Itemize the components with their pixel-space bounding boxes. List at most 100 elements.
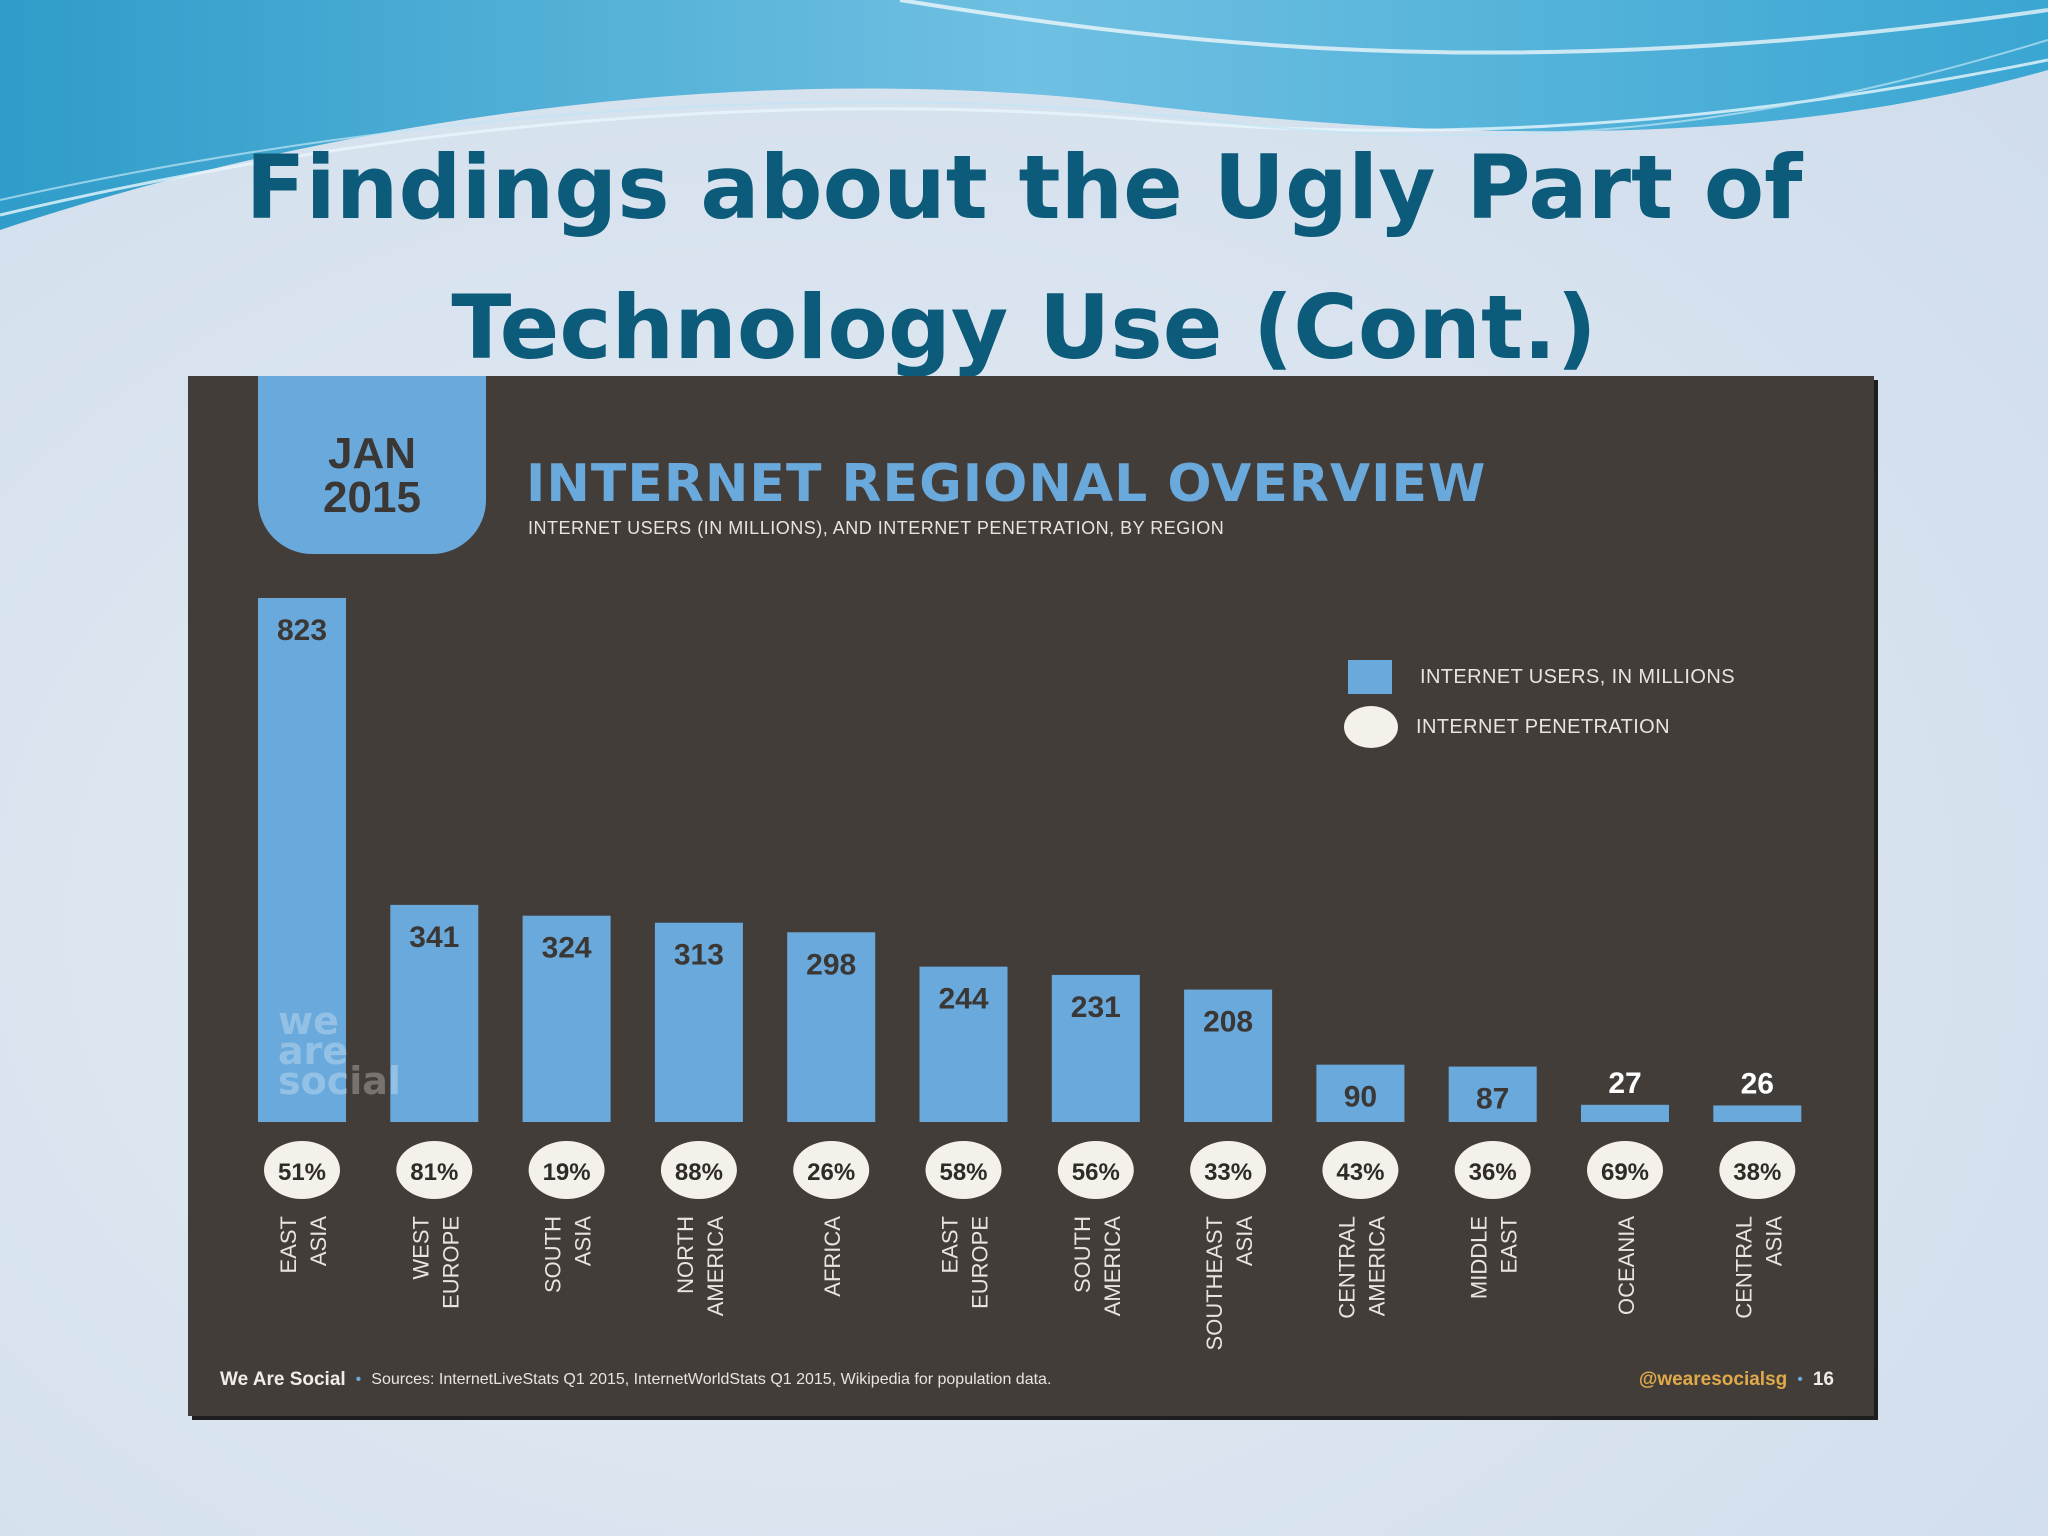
- category-label-line: ASIA: [571, 1216, 596, 1266]
- penetration-dot: [264, 1141, 340, 1199]
- penetration-label: 69%: [1601, 1159, 1649, 1186]
- penetration-dot: [660, 1141, 737, 1199]
- bar-value-label: 324: [542, 932, 592, 965]
- penetration-label: 19%: [543, 1159, 591, 1186]
- legend-bar-swatch: [1348, 660, 1392, 694]
- bar: [1713, 1105, 1802, 1122]
- footer-separator: •: [1797, 1371, 1803, 1388]
- bar: [1316, 1064, 1405, 1122]
- category-label: CENTRAL AMERICA: [1334, 1216, 1389, 1319]
- chart-title: INTERNET REGIONAL OVERVIEW: [526, 454, 1487, 514]
- bar-value-label: 298: [806, 948, 856, 981]
- footer-right: @wearesocialsg • 16: [1639, 1369, 1834, 1391]
- category-label: EAST ASIA: [276, 1216, 331, 1274]
- category-label: MIDDLE EAST: [1467, 1216, 1522, 1299]
- watermark-word: social: [278, 1059, 401, 1103]
- category-label-line: SOUTHEAST: [1202, 1216, 1227, 1350]
- penetration-label: 43%: [1336, 1159, 1384, 1186]
- penetration-dot: [1322, 1141, 1399, 1199]
- legend-item-penetration: INTERNET PENETRATION: [1344, 702, 1735, 752]
- category-label: CENTRAL ASIA: [1731, 1216, 1786, 1319]
- category-label-line: EUROPE: [438, 1216, 463, 1309]
- penetration-label: 88%: [675, 1159, 723, 1186]
- penetration-dot: [1587, 1141, 1663, 1199]
- legend-dot-swatch: [1344, 706, 1398, 748]
- category-label-line: WEST: [408, 1216, 433, 1280]
- category-label-line: MIDDLE: [1467, 1216, 1492, 1299]
- bar: [787, 932, 876, 1122]
- footer-page-number: 16: [1812, 1369, 1834, 1390]
- penetration-dot: [396, 1141, 473, 1199]
- bar-value-label: 313: [674, 939, 724, 972]
- penetration-dot: [1190, 1141, 1267, 1199]
- bar: [1051, 974, 1140, 1122]
- bar-value-label: 27: [1608, 1067, 1641, 1100]
- penetration-label: 26%: [807, 1159, 855, 1186]
- footer-handle: @wearesocialsg: [1638, 1369, 1788, 1390]
- category-label-line: AMERICA: [703, 1216, 728, 1317]
- header-wave-decoration: [0, 0, 2048, 230]
- category-label: SOUTH AMERICA: [1070, 1216, 1125, 1317]
- slide-title-line-1: Findings about the Ugly Part of: [245, 136, 1803, 239]
- bar-value-label: 208: [1203, 1006, 1253, 1039]
- penetration-label: 38%: [1733, 1159, 1781, 1186]
- category-label-line: EUROPE: [968, 1216, 993, 1309]
- footer-separator: •: [355, 1371, 362, 1388]
- category-label: WEST EUROPE: [408, 1216, 463, 1309]
- category-label-line: NORTH: [673, 1216, 698, 1294]
- bar-value-label: 87: [1476, 1083, 1509, 1116]
- penetration-dot: [528, 1141, 605, 1199]
- infographic-panel: JAN 2015 INTERNET REGIONAL OVERVIEW INTE…: [188, 376, 1874, 1416]
- penetration-dot: [1454, 1141, 1531, 1199]
- we-are-social-watermark: we are social: [278, 999, 401, 1103]
- category-label-line: EAST: [276, 1216, 301, 1273]
- category-label-line: ASIA: [1761, 1216, 1786, 1266]
- category-label-line: SOUTH: [1070, 1216, 1095, 1293]
- penetration-dot: [1719, 1141, 1796, 1199]
- category-label-line: OCEANIA: [1614, 1216, 1639, 1315]
- penetration-label: 33%: [1204, 1159, 1252, 1186]
- bar-value-label: 90: [1344, 1081, 1377, 1114]
- category-label-line: CENTRAL: [1731, 1216, 1756, 1319]
- legend-label-penetration: INTERNET PENETRATION: [1416, 715, 1670, 738]
- slide-title-line-2: Technology Use (Cont.): [451, 276, 1597, 379]
- penetration-dot: [793, 1141, 870, 1199]
- penetration-label: 58%: [939, 1159, 987, 1186]
- panel-footer: We Are Social • Sources: InternetLiveSta…: [220, 1368, 1834, 1392]
- category-label-line: EAST: [938, 1216, 963, 1273]
- category-label-line: AMERICA: [1100, 1216, 1125, 1317]
- bar-value-label: 231: [1071, 991, 1121, 1024]
- bar: [1184, 989, 1273, 1122]
- chart-subtitle: INTERNET USERS (IN MILLIONS), AND INTERN…: [528, 518, 1225, 538]
- footer-sources: Sources: InternetLiveStats Q1 2015, Inte…: [371, 1371, 1052, 1388]
- bar: [258, 598, 346, 1122]
- category-label-line: ASIA: [306, 1216, 331, 1266]
- category-label: SOUTH ASIA: [541, 1216, 596, 1293]
- footer-brand: We Are Social: [220, 1369, 346, 1390]
- category-label-line: AMERICA: [1364, 1216, 1389, 1317]
- penetration-label: 51%: [278, 1159, 326, 1186]
- penetration-label: 36%: [1469, 1159, 1517, 1186]
- category-label-line: AFRICA: [820, 1216, 845, 1297]
- penetration-label: 56%: [1072, 1159, 1120, 1186]
- bar: [390, 904, 479, 1122]
- penetration-dot: [925, 1141, 1002, 1199]
- date-badge: JAN 2015: [258, 376, 486, 554]
- bar: [919, 966, 1008, 1122]
- category-label-line: CENTRAL: [1334, 1216, 1359, 1319]
- category-label: NORTH AMERICA: [673, 1216, 728, 1317]
- legend-item-users: INTERNET USERS, IN MILLIONS: [1348, 652, 1735, 702]
- bar-value-label: 823: [277, 614, 327, 647]
- chart-legend: INTERNET USERS, IN MILLIONS INTERNET PEN…: [1344, 652, 1735, 752]
- watermark-word: we: [278, 999, 339, 1043]
- category-label: EAST EUROPE: [938, 1216, 993, 1309]
- bar: [1448, 1066, 1537, 1122]
- category-label-line: ASIA: [1232, 1216, 1257, 1266]
- category-label: OCEANIA: [1614, 1216, 1639, 1315]
- category-label-line: EAST: [1497, 1216, 1522, 1273]
- bar-value-label: 341: [409, 921, 459, 954]
- date-badge-year: 2015: [323, 473, 421, 522]
- bar-value-label: 244: [938, 983, 988, 1016]
- legend-label-users: INTERNET USERS, IN MILLIONS: [1420, 665, 1735, 688]
